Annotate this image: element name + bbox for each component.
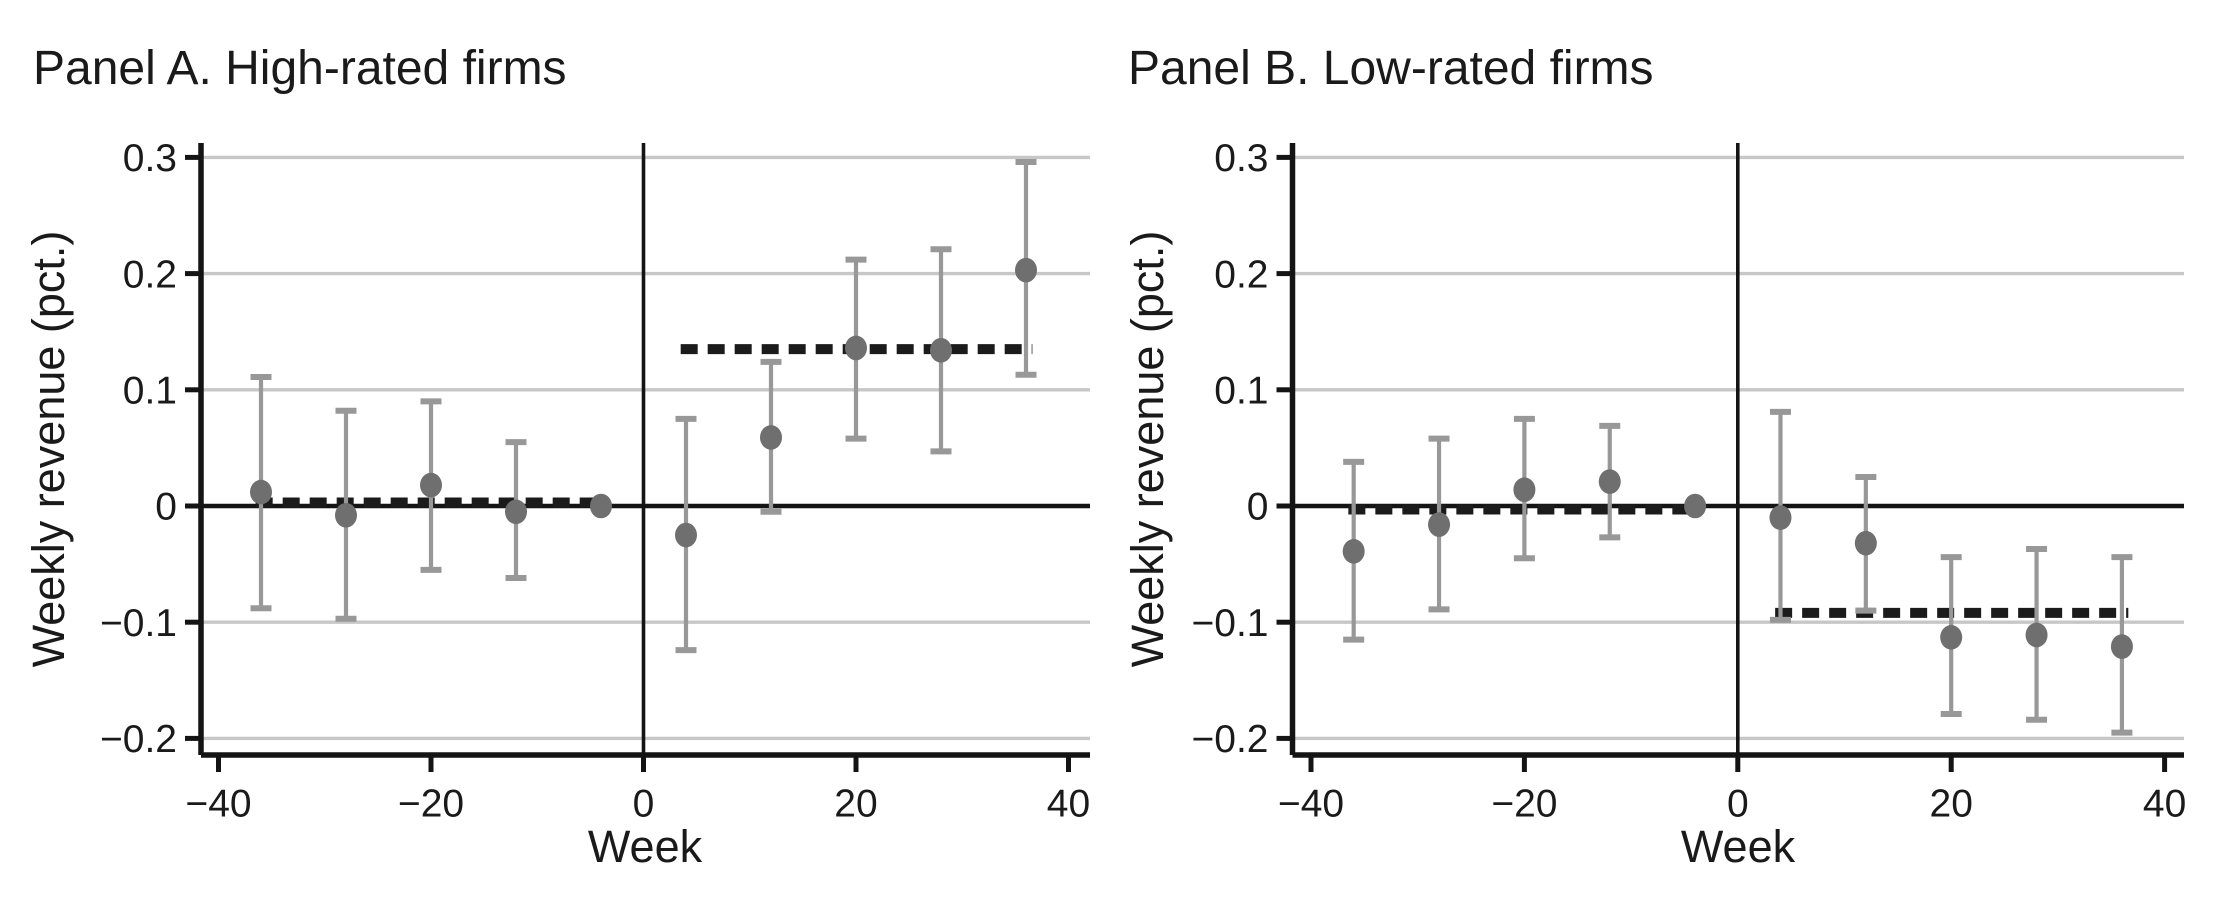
x-tick-label--40: −40 — [185, 783, 251, 826]
y-tick-label-0: 0 — [1247, 486, 1269, 529]
point-estimate-week--28 — [335, 502, 357, 528]
point-estimate-week--4 — [1684, 493, 1707, 519]
y-tick-label-0.2: 0.2 — [123, 253, 177, 296]
point-estimate-week--20 — [420, 472, 442, 498]
y-tick-label-0.3: 0.3 — [1214, 137, 1268, 180]
point-estimate-week-12 — [1854, 530, 1877, 556]
x-tick-label-0: 0 — [1727, 783, 1749, 826]
y-tick-label-0.1: 0.1 — [1214, 369, 1268, 412]
point-estimate-week--28 — [1428, 512, 1451, 537]
y-tick-label--0.1: −0.1 — [100, 602, 177, 645]
x-tick-label-40: 40 — [2143, 783, 2186, 826]
panel-a-y-axis-label: Weekly revenue (pct.) — [23, 231, 74, 668]
point-estimate-week--12 — [505, 499, 527, 525]
y-tick-label--0.2: −0.2 — [100, 718, 177, 761]
y-tick-label--0.2: −0.2 — [1192, 718, 1269, 761]
point-estimate-week-20 — [845, 335, 867, 361]
point-estimate-week--36 — [1342, 539, 1365, 564]
x-tick-label-20: 20 — [834, 783, 877, 826]
x-tick-label-0: 0 — [633, 783, 655, 826]
point-estimate-week--12 — [1598, 469, 1621, 494]
point-estimate-week--20 — [1513, 477, 1536, 503]
y-tick-label--0.1: −0.1 — [1192, 602, 1269, 645]
x-tick-label--20: −20 — [398, 783, 464, 826]
panel-b-plot-area: 0.3 0.2 0.1 0 −0.1 −0.2−40 −20 0 20 40 — [1192, 137, 2187, 826]
x-tick-label-20: 20 — [1930, 783, 1973, 826]
point-estimate-week--4 — [590, 493, 612, 519]
panel-a-title: Panel A. High-rated firms — [33, 42, 567, 95]
point-estimate-week-36 — [1015, 257, 1037, 283]
panel-b-title: Panel B. Low-rated firms — [1128, 42, 1654, 95]
y-tick-label-0.3: 0.3 — [123, 137, 177, 180]
panel-b-x-axis-label: Week — [1681, 821, 1796, 872]
y-tick-label-0.1: 0.1 — [123, 369, 177, 412]
panel-a-x-axis-label: Week — [588, 821, 703, 872]
point-estimate-week-20 — [1940, 625, 1963, 650]
x-tick-label--20: −20 — [1491, 783, 1557, 826]
x-tick-label--40: −40 — [1278, 783, 1344, 826]
point-estimate-week-4 — [1769, 505, 1792, 530]
point-estimate-week-12 — [760, 425, 782, 450]
panel-a-plot-area: 0.3 0.2 0.1 0 −0.1 −0.2−40 −20 0 20 40 — [100, 137, 1090, 826]
panel-b-y-axis-label: Weekly revenue (pct.) — [1122, 231, 1173, 668]
x-tick-label-40: 40 — [1047, 783, 1090, 826]
y-tick-label-0.2: 0.2 — [1214, 253, 1268, 296]
y-tick-label-0: 0 — [155, 486, 177, 529]
point-estimate-week-28 — [930, 337, 952, 363]
point-estimate-week-4 — [675, 522, 697, 548]
point-estimate-week--36 — [250, 479, 272, 505]
point-estimate-week-28 — [2025, 622, 2048, 648]
point-estimate-week-36 — [2110, 634, 2133, 659]
